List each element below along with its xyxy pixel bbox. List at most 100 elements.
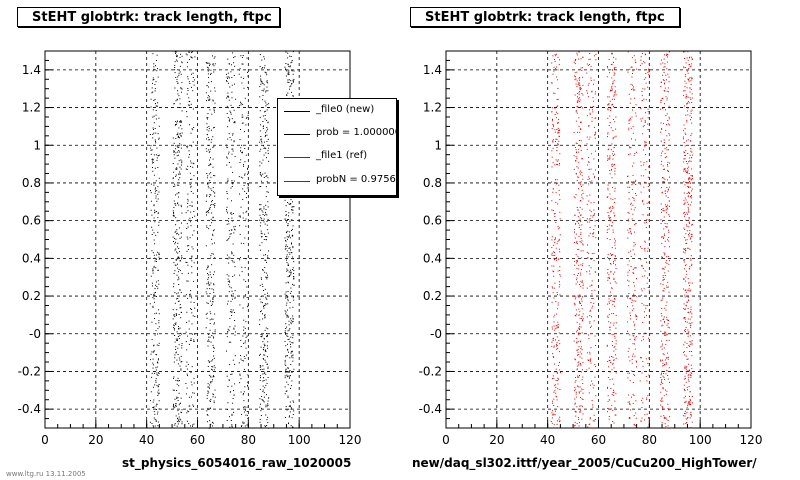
- data-point: [210, 157, 211, 159]
- data-point: [247, 114, 249, 116]
- data-point: [193, 262, 195, 264]
- data-point: [231, 148, 233, 150]
- data-point: [646, 413, 648, 415]
- data-point: [612, 356, 614, 358]
- data-point: [685, 150, 687, 152]
- data-point: [582, 413, 584, 415]
- data-point: [212, 359, 214, 361]
- data-point: [555, 325, 557, 327]
- data-point: [613, 279, 615, 280]
- data-point: [558, 135, 560, 137]
- data-point: [582, 217, 584, 218]
- data-point: [582, 243, 584, 245]
- data-point: [263, 254, 265, 256]
- data-point: [152, 170, 154, 172]
- data-point: [645, 141, 647, 143]
- data-point: [666, 318, 668, 320]
- data-point: [292, 357, 294, 359]
- data-point: [628, 417, 630, 419]
- data-point: [226, 206, 228, 208]
- data-point: [635, 112, 637, 114]
- data-point: [632, 272, 634, 274]
- data-point: [687, 375, 689, 377]
- data-point: [578, 161, 580, 163]
- data-point: [180, 369, 182, 371]
- data-point: [231, 91, 233, 93]
- data-point: [181, 162, 183, 164]
- data-point: [594, 137, 596, 139]
- data-point: [209, 420, 211, 422]
- data-point: [208, 361, 210, 363]
- data-point: [260, 296, 262, 297]
- data-point: [556, 164, 558, 165]
- data-point: [266, 127, 268, 128]
- data-point: [175, 346, 177, 348]
- data-point: [644, 146, 646, 148]
- data-point: [589, 315, 591, 316]
- data-point: [175, 124, 177, 125]
- data-point: [557, 144, 559, 146]
- data-point: [689, 290, 691, 292]
- data-point: [286, 268, 288, 270]
- data-point: [613, 72, 615, 74]
- data-point: [554, 389, 556, 391]
- data-point: [287, 375, 289, 377]
- data-point: [611, 378, 613, 380]
- data-point: [686, 411, 688, 413]
- data-point: [291, 234, 293, 236]
- data-point: [608, 321, 610, 323]
- data-point: [688, 377, 690, 379]
- data-point: [153, 292, 155, 294]
- data-point: [607, 253, 609, 255]
- data-point: [174, 87, 176, 89]
- data-point: [292, 342, 294, 344]
- data-point: [553, 346, 555, 348]
- data-point: [240, 76, 242, 78]
- data-point: [172, 177, 174, 179]
- data-point: [158, 154, 160, 156]
- data-point: [262, 95, 264, 96]
- data-point: [648, 417, 650, 419]
- data-point: [642, 268, 644, 269]
- data-point: [173, 171, 175, 173]
- data-point: [645, 358, 647, 360]
- data-point: [662, 181, 664, 183]
- data-point: [610, 295, 612, 296]
- data-point: [635, 360, 637, 362]
- data-point: [669, 134, 671, 136]
- data-point: [288, 73, 290, 75]
- data-point: [660, 140, 662, 142]
- data-point: [614, 98, 615, 100]
- data-point: [260, 136, 262, 137]
- data-point: [247, 187, 249, 189]
- data-point: [243, 400, 245, 402]
- data-point: [573, 302, 575, 304]
- data-point: [289, 275, 291, 276]
- data-point: [287, 92, 289, 94]
- data-point: [230, 300, 232, 302]
- data-point: [580, 145, 581, 147]
- data-point: [668, 320, 669, 321]
- data-point: [239, 215, 241, 217]
- data-point: [607, 361, 609, 362]
- data-point: [608, 416, 610, 417]
- data-point: [267, 69, 269, 71]
- data-point: [286, 262, 288, 264]
- data-point: [691, 109, 693, 111]
- data-point: [634, 424, 635, 426]
- data-point: [155, 419, 157, 421]
- data-point: [690, 414, 692, 416]
- data-point: [289, 328, 291, 330]
- data-point: [209, 271, 211, 273]
- data-point: [231, 213, 233, 215]
- data-point: [669, 416, 671, 418]
- data-point: [554, 282, 556, 284]
- data-point: [684, 80, 686, 82]
- data-point: [189, 293, 191, 295]
- data-point: [557, 347, 559, 349]
- data-point: [285, 313, 287, 315]
- data-point: [157, 287, 159, 289]
- data-point: [555, 339, 556, 341]
- data-point: [290, 385, 292, 387]
- data-point: [581, 240, 583, 242]
